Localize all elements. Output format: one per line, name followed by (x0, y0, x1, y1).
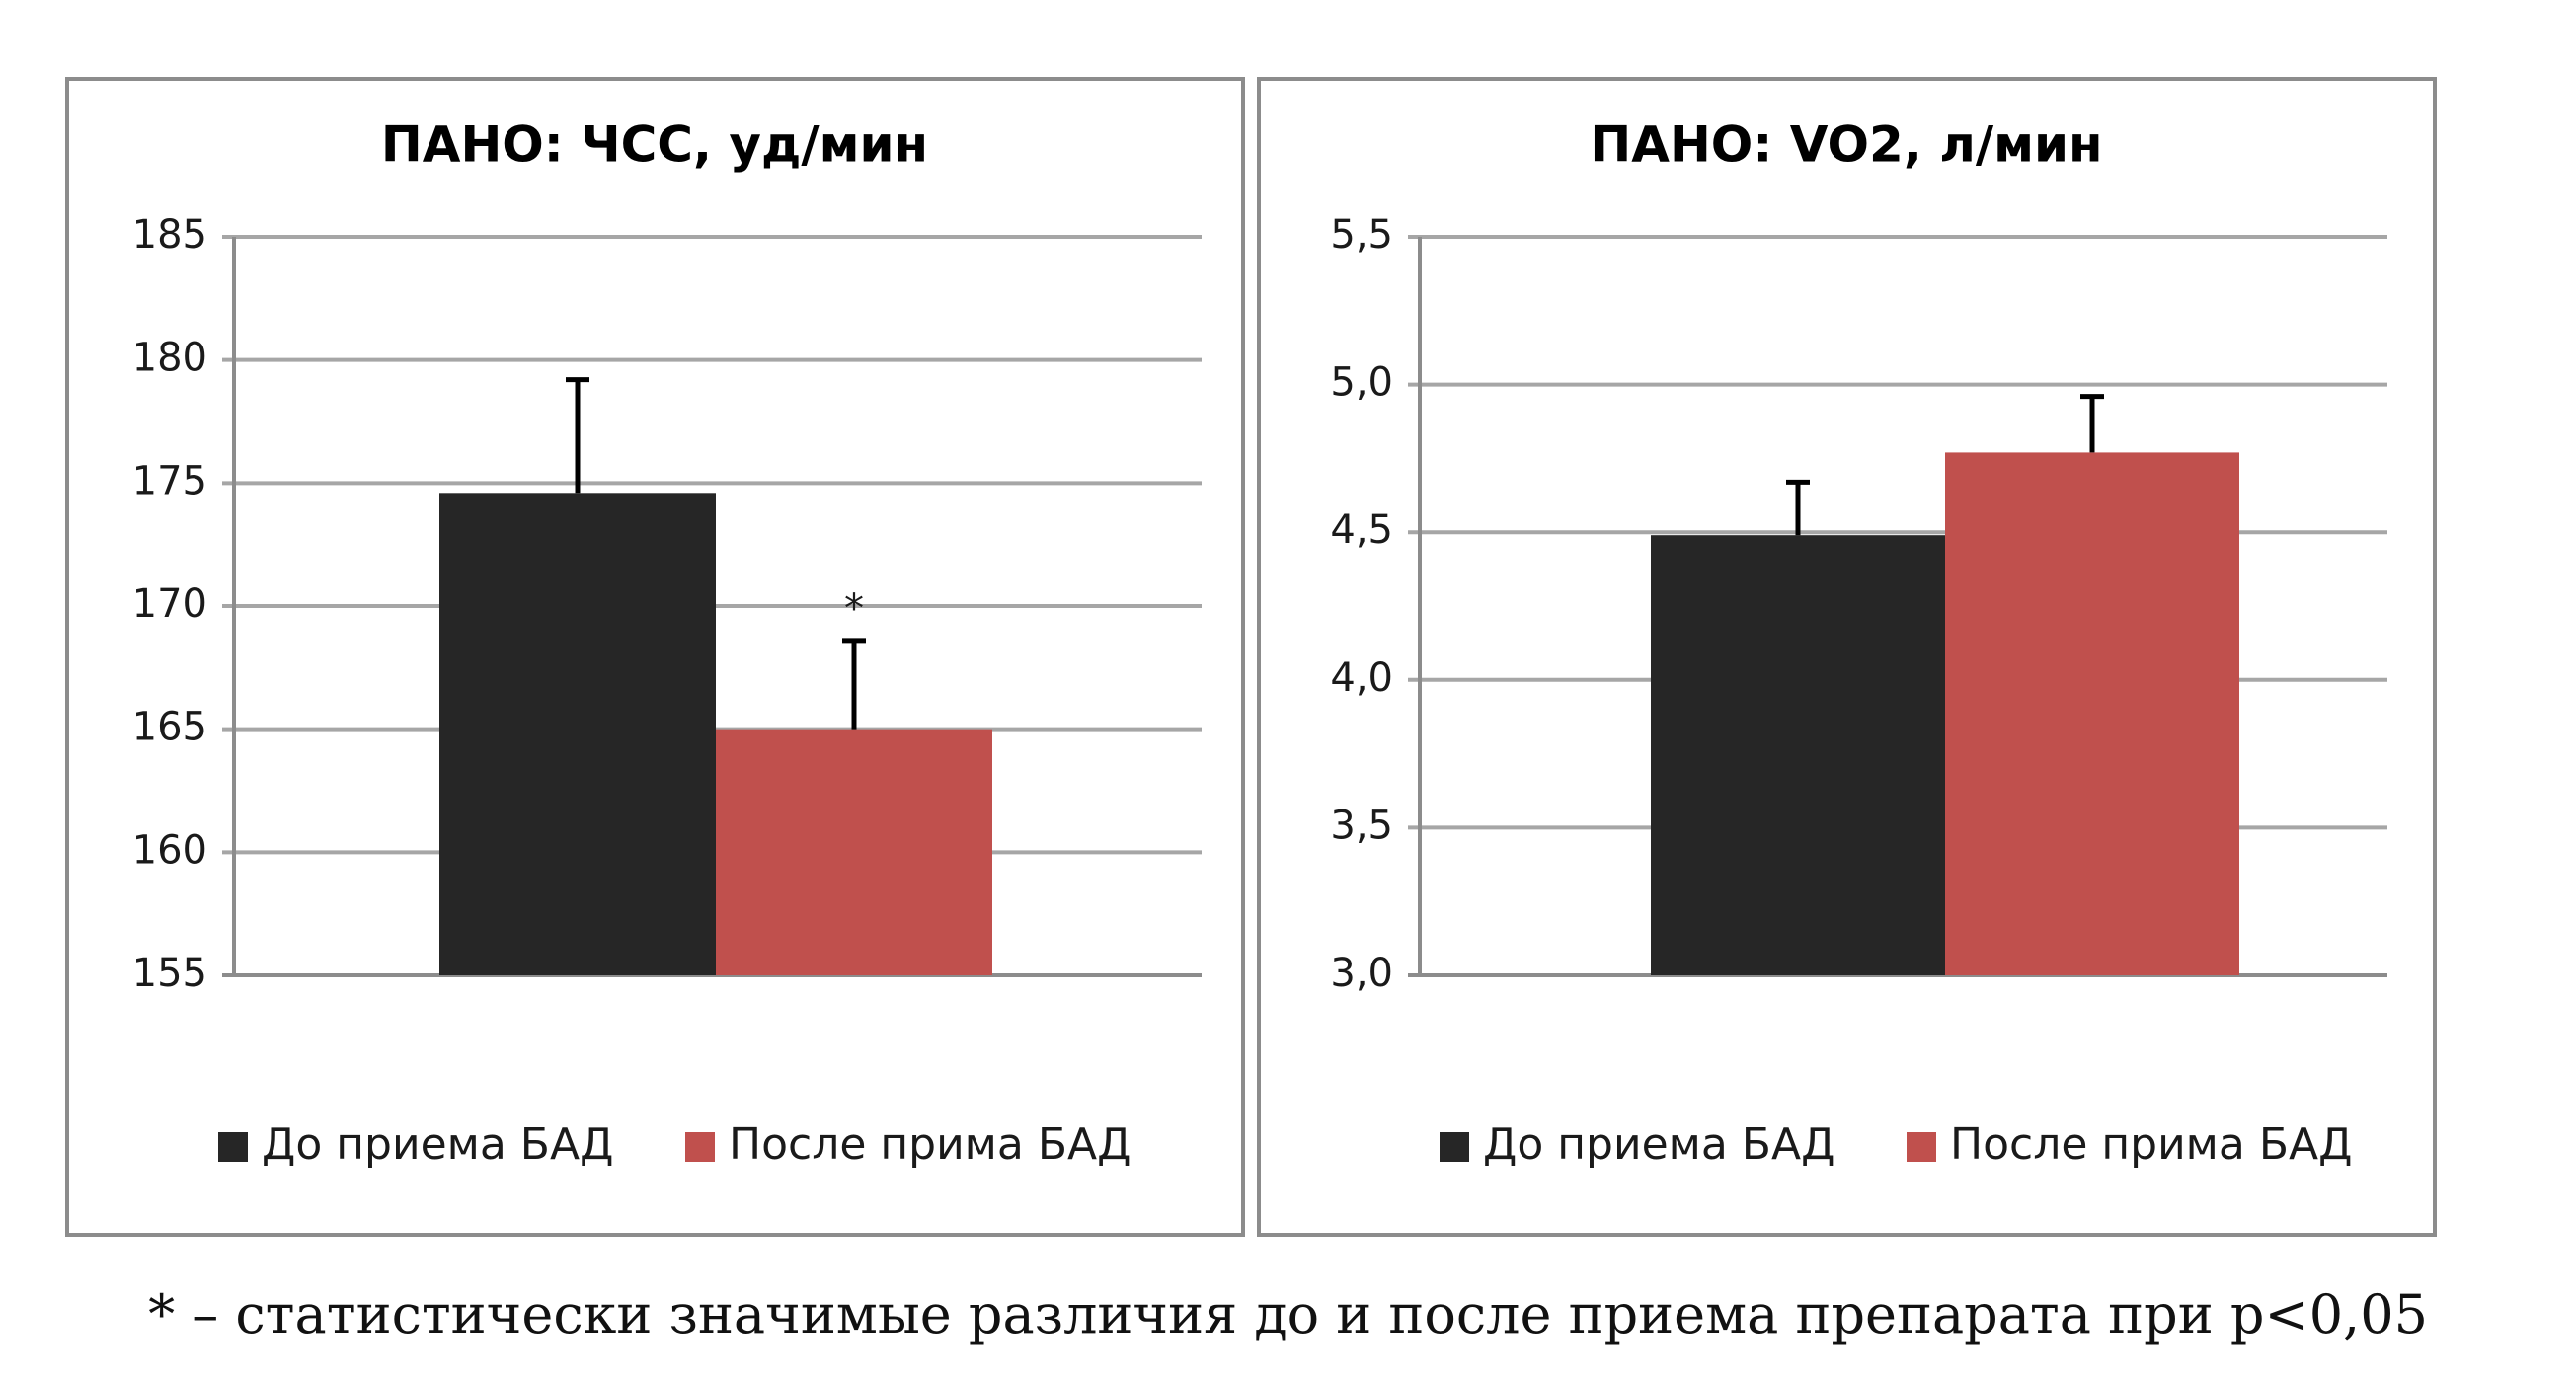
legend-label: До приема БАД (262, 1119, 613, 1170)
y-tick-label: 5,5 (1330, 212, 1393, 258)
chart-hr: ПАНО: ЧСС, уд/мин 155 160 165 170 175 180 185 * Д… (132, 116, 1202, 1170)
y-tick-label: 4,5 (1330, 507, 1393, 553)
bar (1651, 535, 1945, 975)
y-tick-label: 160 (132, 827, 207, 873)
y-tick-label: 170 (132, 581, 207, 627)
chart-vo2: ПАНО: VO2, л/мин 3,0 3,5 4,0 4,5 5,0 5,5 До при… (1330, 116, 2387, 1170)
bar (716, 729, 992, 975)
y-tick-label: 185 (132, 212, 207, 258)
legend-label: После прима БАД (1950, 1119, 2352, 1170)
legend-swatch (1907, 1132, 1936, 1162)
bar (439, 493, 716, 975)
legend-swatch (685, 1132, 715, 1162)
legend-label: До приема БАД (1483, 1119, 1834, 1170)
y-tick-label: 4,0 (1330, 655, 1393, 701)
chart-panel-vo2: ПАНО: VO2, л/мин 3,0 3,5 4,0 4,5 5,0 5,5 До при… (1257, 77, 2437, 1237)
bar (1945, 452, 2239, 975)
y-tick-label: 180 (132, 336, 207, 381)
y-tick-label: 165 (132, 705, 207, 750)
y-tick-label: 3,0 (1330, 951, 1393, 996)
y-tick-label: 3,5 (1330, 803, 1393, 848)
chart-title: ПАНО: VO2, л/мин (1590, 116, 2102, 174)
footnote: * – статистически значимые различия до и… (148, 1283, 2428, 1346)
legend-swatch (218, 1132, 248, 1162)
y-tick-label: 175 (132, 458, 207, 503)
significance-marker: * (844, 586, 864, 632)
y-tick-label: 155 (132, 951, 207, 996)
legend-label: После прима БАД (729, 1119, 1131, 1170)
y-tick-label: 5,0 (1330, 360, 1393, 406)
legend-swatch (1440, 1132, 1469, 1162)
chart-panel-hr: ПАНО: ЧСС, уд/мин 155 160 165 170 175 180 185 * Д… (65, 77, 1245, 1237)
chart-title: ПАНО: ЧСС, уд/мин (381, 116, 928, 174)
